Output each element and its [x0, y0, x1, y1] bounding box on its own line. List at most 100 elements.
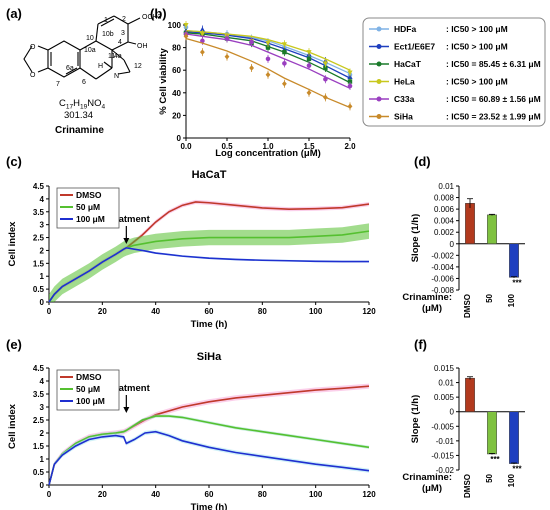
x-tick-label: 0.0	[180, 142, 192, 151]
significance-label: ***	[512, 278, 522, 287]
x-axis-title: Time (h)	[191, 502, 228, 510]
y-tick-label: 4.5	[33, 182, 45, 191]
x-tick-label: 20	[98, 490, 107, 499]
y-tick-label: 0	[177, 134, 182, 143]
legend-box	[362, 17, 546, 127]
data-point	[322, 61, 328, 67]
y-tick-label: -0.005	[431, 422, 454, 431]
compound-name: Crinamine	[55, 125, 104, 136]
bar	[487, 214, 497, 245]
x-tick-label: 100	[309, 307, 323, 316]
legend-series-name: 50 μM	[76, 202, 100, 212]
legend-marker	[376, 61, 382, 67]
bar	[487, 411, 497, 455]
atom-num-10b: 10b	[102, 31, 114, 38]
error-band	[49, 414, 369, 485]
panel-label-c: (c)	[6, 154, 22, 169]
y-tick-label: -0.002	[431, 251, 454, 260]
data-point	[347, 74, 353, 79]
legend-ic50: : IC50 = 85.45 ± 6.31 μM	[446, 59, 541, 69]
bar	[465, 203, 475, 245]
y-tick-label: 0.5	[33, 468, 45, 477]
y-tick-label: 3.5	[33, 208, 45, 217]
x-tick-label: 0	[47, 490, 52, 499]
y-tick-label: 2.5	[33, 234, 45, 243]
significance-label: ***	[512, 465, 522, 474]
x-tick-label: 60	[205, 490, 214, 499]
x-tick-label: 120	[362, 490, 376, 499]
y-tick-label: 20	[172, 111, 181, 120]
x-axis-title: Crinamine:	[402, 292, 452, 303]
x-tick-label: 80	[258, 307, 267, 316]
series-line	[48, 247, 369, 303]
panel-b: (b) 0.0 0.5 1.0 1.5 2.0 0 20 40 60 80 100 Log conce…	[150, 6, 546, 159]
atom-num-12: 12	[134, 63, 142, 70]
legend-series-name: 50 μM	[76, 384, 100, 394]
y-axis-title: Slope (1/h)	[410, 214, 421, 263]
y-tick-label: 2.5	[33, 416, 45, 425]
y-tick-label: 3.5	[33, 390, 45, 399]
atom-num-1: 1	[104, 17, 108, 24]
atom-num-10a: 10a	[84, 47, 96, 54]
legend-series-name: SiHa	[394, 112, 413, 122]
chart-title: HaCaT	[192, 169, 227, 181]
y-tick-label: 100	[168, 21, 182, 30]
legend-series-name: HeLa	[394, 77, 415, 87]
panel-d: (d) -0.008 -0.006 -0.004 -0.002 0 0.002 0.004 0…	[402, 154, 525, 318]
fit-curve	[185, 37, 351, 109]
y-tick-label: 4.5	[33, 364, 45, 373]
data-point	[265, 71, 271, 78]
data-point	[265, 45, 271, 50]
data-point	[306, 63, 312, 68]
panel-a: (a)	[6, 6, 162, 136]
crinamine-structure	[23, 15, 141, 80]
y-tick-label: 80	[172, 44, 181, 53]
y-tick-label: -0.015	[431, 451, 454, 460]
plot-hacat-slope: -0.008 -0.006 -0.004 -0.002 0 0.002 0.004 0.006…	[402, 182, 525, 318]
legend-marker	[376, 96, 382, 102]
legend-series-name: HDFa	[394, 24, 416, 34]
x-axis-title: Crinamine:	[402, 472, 452, 483]
chart-title: SiHa	[197, 351, 222, 363]
x-axis-unit: (μM)	[422, 303, 442, 314]
data-point	[281, 42, 287, 48]
atom-oh: OH	[137, 43, 148, 50]
atom-num-11: 11	[108, 53, 115, 60]
x-tick-label: 40	[151, 490, 160, 499]
y-tick-label: -0.008	[431, 286, 454, 295]
x-tick-label: 0	[47, 307, 52, 316]
atom-num-7: 7	[56, 81, 60, 88]
data-point	[224, 36, 230, 41]
legend-marker	[376, 79, 382, 84]
bar	[509, 411, 519, 464]
y-tick-label: 1.5	[33, 442, 45, 451]
y-tick-label: -0.006	[431, 274, 454, 283]
data-point	[282, 61, 287, 66]
data-point	[323, 65, 328, 71]
y-tick-label: 0.5	[33, 285, 45, 294]
legend-series-name: DMSO	[76, 190, 102, 200]
y-axis-title: Cell index	[7, 403, 18, 449]
atom-num-4a: 4a	[114, 53, 122, 60]
legend-series-name: DMSO	[76, 372, 102, 382]
y-tick-label: 3	[40, 221, 45, 230]
legend-series-name: C33a	[394, 94, 415, 104]
y-tick-label: 0.008	[434, 194, 455, 203]
data-point	[347, 79, 353, 84]
data-point	[183, 23, 189, 28]
y-axis-title: Cell index	[7, 221, 18, 267]
category-label: 100	[507, 293, 516, 307]
y-tick-label: 0.004	[434, 217, 455, 226]
atom-h: H	[98, 63, 103, 70]
panel-label-e: (e)	[6, 337, 22, 352]
y-tick-label: 1	[40, 455, 45, 464]
legend-ic50: : IC50 > 100 μM	[446, 77, 508, 87]
y-tick-label: 1.5	[33, 259, 45, 268]
data-point	[306, 50, 312, 55]
legend-series-name: HaCaT	[394, 59, 422, 69]
treatment-label: Treatment	[104, 383, 150, 394]
series-line	[48, 415, 370, 486]
y-tick-label: 1	[40, 272, 45, 281]
data-point	[323, 94, 328, 101]
